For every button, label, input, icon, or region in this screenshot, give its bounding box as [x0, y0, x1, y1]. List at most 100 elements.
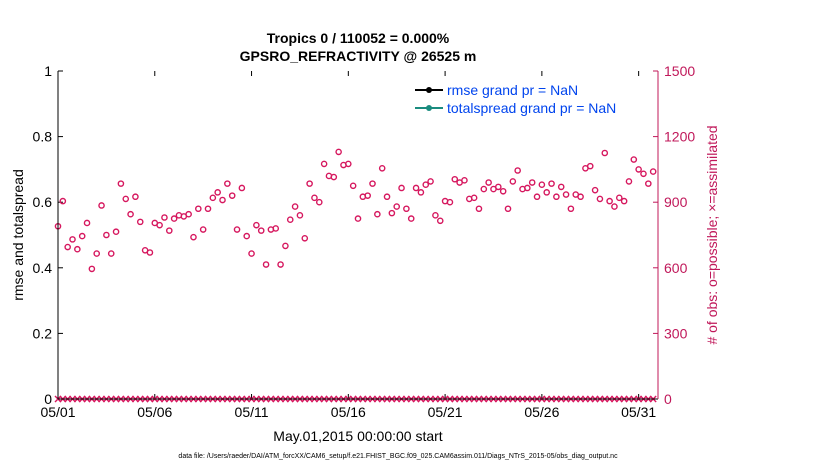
y-right-tick-label-2: 600 [664, 260, 688, 276]
y-left-tick-label-0: 0 [44, 391, 52, 407]
possible-point-91 [495, 183, 502, 191]
possible-point-5 [78, 232, 86, 240]
chart-title-line1: Tropics 0 / 110052 = 0.000% [267, 30, 450, 46]
possible-point-47 [282, 242, 289, 250]
possible-point-3 [69, 236, 76, 243]
possible-point-75 [417, 189, 425, 196]
legend-totalspread-label: totalspread grand pr = NaN [447, 100, 616, 116]
possible-point-39 [243, 232, 251, 240]
possible-point-108 [577, 193, 584, 201]
possible-point-58 [335, 148, 342, 156]
y-left-tick-label-3: 0.6 [33, 194, 53, 210]
possible-point-57 [330, 173, 338, 181]
possible-point-99 [533, 193, 541, 201]
possible-point-115 [611, 203, 618, 210]
possible-point-114 [606, 197, 613, 205]
possible-point-121 [640, 170, 647, 178]
possible-point-40 [248, 250, 255, 257]
possible-point-14 [122, 195, 130, 203]
possible-point-22 [161, 214, 168, 221]
possible-point-21 [156, 221, 163, 229]
possible-point-69 [388, 209, 396, 217]
possible-point-52 [306, 180, 313, 187]
x-tick-labels: 05/01 05/06 05/11 05/16 05/21 05/26 05/31 [40, 404, 656, 420]
possible-point-37 [233, 226, 241, 233]
possible-point-94 [509, 178, 517, 185]
y-left-tick-label-1: 0.2 [33, 325, 53, 341]
y-right-tick-labels: 0 300 600 900 1200 1500 [664, 63, 695, 407]
y-left-tick-label-4: 0.8 [33, 129, 53, 145]
possible-series [54, 148, 657, 273]
x-axis-label: May.01,2015 00:00:00 start [273, 428, 443, 444]
possible-point-55 [320, 160, 328, 168]
possible-point-104 [557, 183, 565, 191]
possible-point-48 [286, 216, 294, 223]
possible-point-88 [480, 185, 488, 193]
possible-point-61 [349, 182, 357, 190]
possible-point-112 [596, 195, 604, 203]
possible-point-89 [485, 179, 492, 186]
possible-point-77 [427, 178, 434, 185]
possible-point-31 [204, 205, 212, 213]
possible-point-78 [432, 212, 439, 219]
possible-point-97 [524, 184, 531, 192]
possible-point-71 [398, 184, 405, 192]
possible-point-9 [98, 202, 105, 209]
possible-point-74 [412, 184, 420, 192]
possible-point-53 [311, 194, 318, 202]
possible-point-43 [262, 261, 270, 268]
possible-point-8 [93, 250, 101, 257]
possible-point-17 [136, 218, 144, 226]
possible-point-123 [649, 168, 657, 175]
x-tick-label-1: 05/06 [137, 404, 172, 420]
possible-point-105 [562, 191, 570, 198]
y-left-tick-label-5: 1 [44, 63, 52, 79]
y-right-tick-label-1: 300 [664, 325, 688, 341]
possible-point-42 [257, 227, 265, 234]
possible-point-79 [436, 217, 444, 225]
plot-area [58, 71, 658, 399]
possible-point-117 [620, 197, 628, 205]
possible-point-65 [369, 180, 376, 187]
possible-point-32 [209, 194, 217, 202]
possible-point-50 [296, 212, 304, 219]
possible-point-76 [422, 181, 430, 189]
y-right-tick-label-4: 1200 [664, 129, 695, 145]
possible-point-111 [591, 186, 599, 194]
possible-point-23 [165, 227, 173, 234]
possible-point-2 [64, 243, 71, 251]
possible-point-4 [74, 245, 81, 253]
possible-point-106 [567, 205, 575, 213]
possible-point-122 [645, 180, 652, 187]
possible-point-93 [504, 205, 512, 213]
possible-point-36 [228, 192, 236, 199]
possible-point-15 [127, 210, 134, 218]
x-tick-label-5: 05/26 [524, 404, 559, 420]
possible-point-38 [238, 184, 246, 192]
possible-point-113 [601, 149, 609, 157]
possible-point-46 [277, 261, 284, 268]
y-left-tick-labels: 0 0.2 0.4 0.6 0.8 1 [33, 63, 53, 407]
possible-point-35 [224, 180, 231, 187]
possible-point-73 [407, 215, 415, 222]
possible-point-70 [393, 203, 401, 210]
legend-rmse-label: rmse grand pr = NaN [447, 82, 578, 98]
possible-point-33 [214, 189, 221, 196]
possible-point-7 [88, 265, 96, 273]
possible-point-54 [315, 198, 323, 206]
legend-rmse-marker [426, 87, 432, 93]
possible-point-67 [378, 165, 386, 172]
x-tick-label-6: 05/31 [621, 404, 656, 420]
possible-point-95 [514, 167, 521, 174]
possible-point-51 [301, 234, 309, 242]
possible-point-100 [538, 181, 546, 189]
y-right-tick-label-0: 0 [664, 391, 672, 407]
possible-point-92 [499, 187, 507, 195]
possible-point-98 [528, 179, 536, 186]
possible-point-120 [635, 166, 642, 173]
legend: rmse grand pr = NaN totalspread grand pr… [415, 82, 616, 116]
possible-point-10 [103, 231, 110, 239]
possible-point-116 [615, 194, 623, 202]
